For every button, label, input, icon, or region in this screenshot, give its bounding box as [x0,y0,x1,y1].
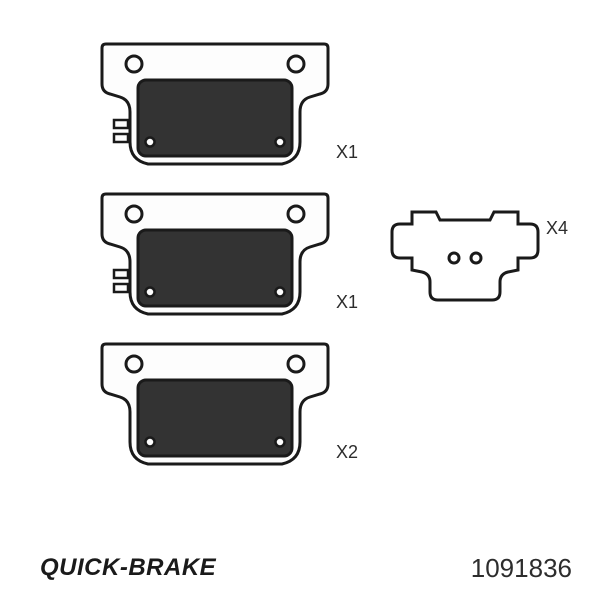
qty-label-pad-middle: X1 [336,292,358,313]
brake-pad-top [100,42,330,168]
brake-pad-middle [100,192,330,318]
part-number: 1091836 [471,553,572,584]
brand-text: QUICK-BRAKE [40,554,216,582]
qty-label-pad-top: X1 [336,142,358,163]
diagram-canvas: X1 X1 X2 X4 QUICK-BRAKE 1091836 [0,0,600,600]
qty-label-pad-bottom: X2 [336,442,358,463]
brake-pad-bottom [100,342,330,468]
qty-label-shim: X4 [546,218,568,239]
footer-bar: QUICK-BRAKE 1091836 [0,536,600,600]
shim-plate [390,210,540,304]
